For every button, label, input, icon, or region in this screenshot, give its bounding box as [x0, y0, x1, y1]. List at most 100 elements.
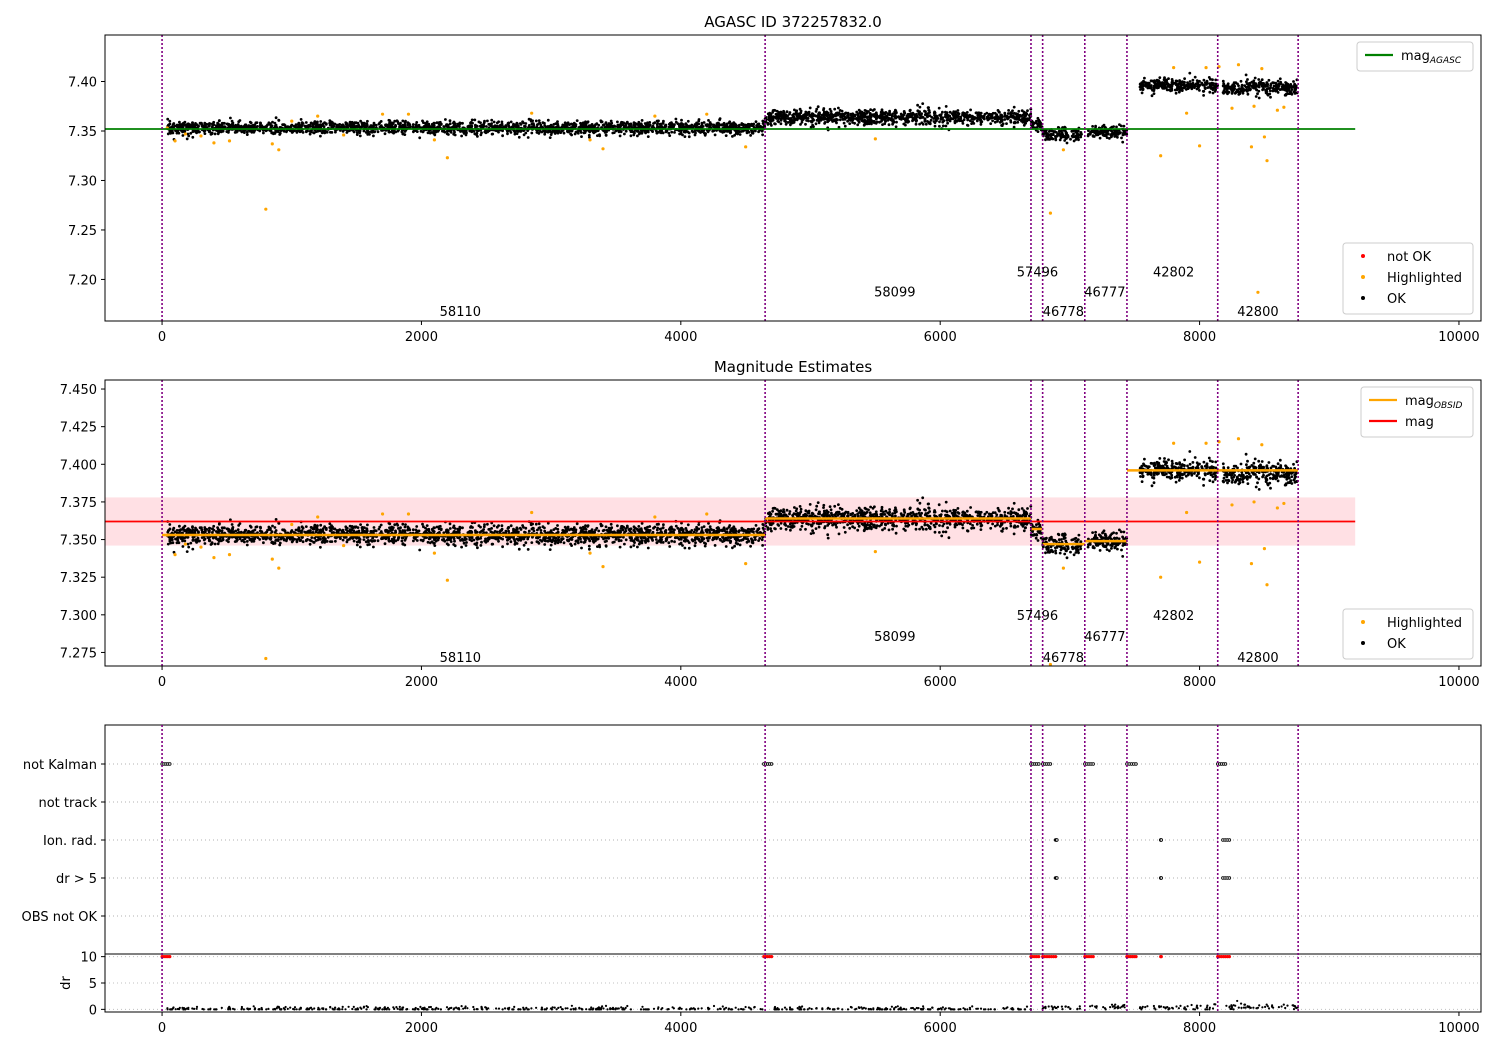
ok-point	[793, 108, 796, 112]
ok-point	[1077, 138, 1080, 142]
ok-point	[358, 134, 362, 138]
ok-point	[697, 125, 701, 129]
ok-point	[646, 135, 650, 139]
ok-point	[774, 122, 777, 126]
ok-point	[166, 132, 170, 136]
ok-point	[745, 125, 748, 129]
obsid-label: 46778	[1043, 305, 1084, 320]
ok-point	[941, 110, 944, 114]
ok-point	[1026, 109, 1029, 112]
ok-point	[702, 121, 706, 124]
ok-point	[1224, 90, 1228, 94]
ok-point	[1276, 79, 1280, 83]
ok-point	[330, 121, 334, 125]
ok-point	[1274, 81, 1278, 85]
ok-point	[177, 541, 181, 545]
ok-points	[166, 71, 1299, 145]
highlighted-point	[1204, 66, 1208, 70]
ok-point	[1198, 79, 1201, 83]
ok-point	[490, 118, 494, 122]
ok-point	[655, 541, 659, 545]
ok-point	[609, 522, 613, 526]
ok-point	[1170, 87, 1174, 91]
ok-point	[1149, 84, 1153, 88]
ok-point	[173, 530, 177, 534]
highlighted-point	[1048, 211, 1053, 215]
ok-point	[328, 121, 332, 125]
ok-point	[1193, 75, 1197, 79]
ok-point	[921, 102, 925, 105]
ok-point	[1268, 92, 1272, 96]
ok-point	[711, 129, 715, 133]
ok-point	[424, 526, 427, 530]
ok-point	[799, 123, 802, 126]
ok-point	[546, 539, 550, 543]
ok-point	[794, 112, 797, 116]
ok-point	[1174, 79, 1178, 83]
ok-point	[814, 114, 817, 118]
ok-point	[885, 114, 889, 118]
ok-point	[760, 129, 764, 133]
ok-point	[448, 122, 452, 126]
ok-point	[776, 119, 780, 123]
ok-point	[333, 122, 337, 126]
ok-point	[241, 130, 245, 133]
ok-point	[554, 130, 558, 134]
ok-point	[669, 124, 673, 128]
ok-point	[301, 131, 305, 134]
ok-point	[282, 123, 286, 126]
ok-point	[749, 544, 752, 548]
ok-point	[687, 131, 691, 135]
ok-point	[1208, 90, 1212, 94]
ok-point	[296, 125, 300, 129]
ok-point	[1283, 84, 1286, 88]
ok-point	[782, 111, 786, 115]
ok-point	[678, 132, 681, 136]
ok-point	[774, 116, 778, 120]
ok-point	[761, 544, 764, 547]
ok-point	[379, 530, 383, 533]
ok-point	[1053, 130, 1057, 133]
ok-point	[517, 135, 521, 139]
ok-point	[713, 544, 717, 547]
ok-point	[531, 522, 534, 526]
ok-point	[1232, 88, 1235, 92]
ok-point	[800, 118, 804, 121]
ok-point	[1198, 89, 1201, 92]
ok-point	[1153, 80, 1157, 84]
ok-point	[457, 124, 460, 128]
ok-point	[556, 122, 560, 126]
ok-point	[830, 113, 834, 117]
ok-point	[185, 137, 189, 141]
ok-point	[1180, 89, 1184, 92]
ok-point	[1003, 113, 1007, 117]
ok-point	[633, 131, 636, 135]
ok-point	[641, 125, 645, 128]
ok-point	[871, 109, 875, 112]
highlighted-point	[1249, 145, 1254, 149]
ok-point	[448, 119, 452, 123]
ok-point	[575, 119, 579, 122]
ok-point	[429, 125, 433, 129]
ok-point	[1115, 125, 1118, 129]
ok-point	[515, 132, 519, 136]
ok-point	[1086, 134, 1090, 138]
ok-point	[315, 122, 319, 125]
ok-point	[868, 113, 872, 117]
ok-point	[729, 125, 733, 129]
ok-point	[547, 536, 550, 540]
ok-point	[638, 131, 642, 135]
ok-point	[1202, 94, 1205, 97]
ok-point	[1179, 82, 1183, 86]
highlighted-point	[601, 147, 605, 151]
ok-point	[543, 124, 547, 127]
ok-point	[207, 124, 211, 128]
ok-point	[476, 546, 479, 550]
ok-point	[1113, 135, 1117, 138]
ok-point	[537, 119, 541, 122]
ok-point	[328, 522, 332, 526]
ok-point	[550, 540, 554, 544]
ok-point	[566, 129, 569, 133]
ok-point	[245, 133, 249, 137]
ok-point	[234, 126, 238, 129]
